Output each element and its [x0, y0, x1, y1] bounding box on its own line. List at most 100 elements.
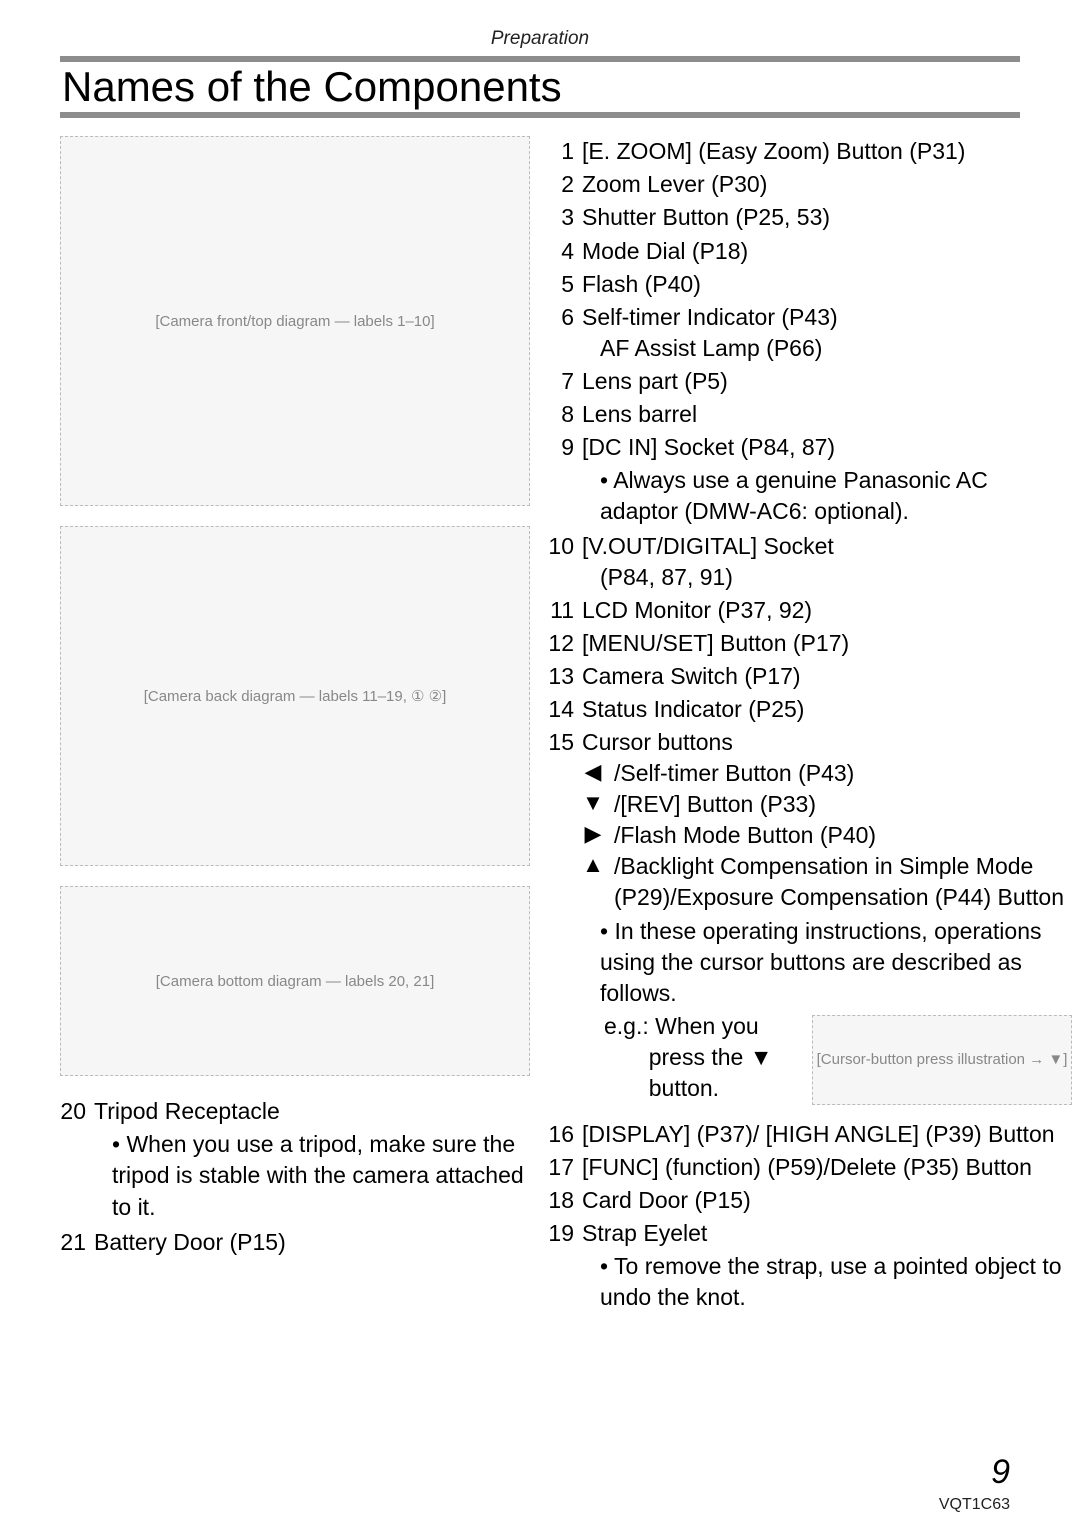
page-number: 9 [991, 1453, 1010, 1492]
ref-item-2: 2 Zoom Lever (P30) [548, 169, 1072, 200]
ref-item-13: 13 Camera Switch (P17) [548, 661, 1072, 692]
ref-num: 1 [548, 136, 582, 167]
ref-body: [V.OUT/DIGITAL] Socket (P84, 87, 91) [582, 531, 1072, 593]
cursor-line-up: ▲ /Backlight Compensation in Simple Mode… [582, 851, 1072, 913]
figure-bottom: [Camera bottom diagram — labels 20, 21] [60, 886, 530, 1076]
cursor-example-illustration: [Cursor-button press illustration → ▼] [812, 1015, 1072, 1105]
ref-text: [MENU/SET] Button (P17) [582, 628, 1072, 659]
ref-sub-bullets: To remove the strap, use a pointed objec… [582, 1251, 1072, 1313]
ref-item-8: 8 Lens barrel [548, 399, 1072, 430]
ref-num: 17 [548, 1152, 582, 1183]
ref-item-9: 9 [DC IN] Socket (P84, 87) Always use a … [548, 432, 1072, 529]
ref-text: Mode Dial (P18) [582, 236, 1072, 267]
ref-item-6: 6 Self-timer Indicator (P43) AF Assist L… [548, 302, 1072, 364]
ref-num: 19 [548, 1218, 582, 1315]
ref-text: Lens part (P5) [582, 366, 1072, 397]
ref-item-14: 14 Status Indicator (P25) [548, 694, 1072, 725]
ref-body: Battery Door (P15) [94, 1227, 530, 1258]
ref-text: [DISPLAY] (P37)/ [HIGH ANGLE] (P39) Butt… [582, 1119, 1072, 1150]
ref-num: 13 [548, 661, 582, 692]
ref-num: 3 [548, 202, 582, 233]
ref-text: Lens barrel [582, 399, 1072, 430]
cursor-example-row: e.g.: When you press the ▼ button. [Curs… [582, 1011, 1072, 1109]
ref-item-15: 15 Cursor buttons ◀ /Self-timer Button (… [548, 727, 1072, 1108]
ref-body: Tripod Receptacle When you use a tripod,… [94, 1096, 530, 1224]
ref-bullet: To remove the strap, use a pointed objec… [600, 1251, 1072, 1313]
ref-text: [DC IN] Socket (P84, 87) [582, 434, 835, 460]
triangle-down-icon: ▼ [582, 789, 604, 818]
cursor-text: /[REV] Button (P33) [614, 789, 816, 820]
ref-num: 5 [548, 269, 582, 300]
ref-text: Cursor buttons [582, 729, 733, 755]
ref-bullet: In these operating instructions, operati… [600, 916, 1072, 1009]
ref-text: Shutter Button (P25, 53) [582, 202, 1072, 233]
ref-text: Card Door (P15) [582, 1185, 1072, 1216]
bottom-left-reference-list: 20 Tripod Receptacle When you use a trip… [60, 1096, 530, 1257]
ref-item-3: 3 Shutter Button (P25, 53) [548, 202, 1072, 233]
cursor-line-right: ▶ /Flash Mode Button (P40) [582, 820, 1072, 851]
triangle-right-icon: ▶ [582, 820, 604, 849]
ref-item-4: 4 Mode Dial (P18) [548, 236, 1072, 267]
ref-item-11: 11 LCD Monitor (P37, 92) [548, 595, 1072, 626]
ref-extra-line: (P84, 87, 91) [582, 562, 1072, 593]
ref-text: Zoom Lever (P30) [582, 169, 1072, 200]
figure-back-placeholder: [Camera back diagram — labels 11–19, ① ②… [60, 526, 530, 866]
section-header: Preparation [60, 28, 1020, 50]
ref-item-1: 1 [E. ZOOM] (Easy Zoom) Button (P31) [548, 136, 1072, 167]
ref-text: Camera Switch (P17) [582, 661, 1072, 692]
ref-sub-bullets: Always use a genuine Panasonic AC adapto… [582, 465, 1072, 527]
title-bar: Names of the Components [60, 56, 1020, 118]
ref-bullet: When you use a tripod, make sure the tri… [112, 1129, 530, 1222]
cursor-example-text: e.g.: When you press the ▼ button. [604, 1011, 804, 1104]
ref-item-5: 5 Flash (P40) [548, 269, 1072, 300]
ref-item-21: 21 Battery Door (P15) [60, 1227, 530, 1258]
ref-text: Tripod Receptacle [94, 1098, 280, 1124]
eg-line1: When you [655, 1013, 759, 1039]
eg-line3: button. [649, 1075, 719, 1101]
ref-num: 4 [548, 236, 582, 267]
ref-num: 9 [548, 432, 582, 529]
ref-text: Status Indicator (P25) [582, 694, 1072, 725]
ref-body: [DC IN] Socket (P84, 87) Always use a ge… [582, 432, 1072, 529]
ref-text: Flash (P40) [582, 269, 1072, 300]
ref-num: 15 [548, 727, 582, 1108]
ref-num: 7 [548, 366, 582, 397]
ref-sub-bullets: In these operating instructions, operati… [582, 916, 1072, 1009]
manual-page: Preparation Names of the Components [Cam… [0, 0, 1080, 1534]
ref-body: Strap Eyelet To remove the strap, use a … [582, 1218, 1072, 1315]
triangle-up-icon: ▲ [582, 851, 604, 880]
content-columns: [Camera front/top diagram — labels 1–10]… [60, 136, 1020, 1317]
ref-item-20: 20 Tripod Receptacle When you use a trip… [60, 1096, 530, 1224]
ref-num: 10 [548, 531, 582, 593]
ref-bullet: Always use a genuine Panasonic AC adapto… [600, 465, 1072, 527]
ref-item-10: 10 [V.OUT/DIGITAL] Socket (P84, 87, 91) [548, 531, 1072, 593]
ref-num: 21 [60, 1227, 94, 1258]
left-column: [Camera front/top diagram — labels 1–10]… [60, 136, 530, 1317]
right-column: 1 [E. ZOOM] (Easy Zoom) Button (P31) 2 Z… [548, 136, 1072, 1317]
ref-num: 18 [548, 1185, 582, 1216]
ref-num: 12 [548, 628, 582, 659]
triangle-left-icon: ◀ [582, 758, 604, 787]
ref-item-7: 7 Lens part (P5) [548, 366, 1072, 397]
ref-num: 16 [548, 1119, 582, 1150]
ref-item-18: 18 Card Door (P15) [548, 1185, 1072, 1216]
ref-num: 2 [548, 169, 582, 200]
eg-line2: press the ▼ [649, 1044, 773, 1070]
ref-text: Self-timer Indicator (P43) [582, 304, 838, 330]
ref-sub-bullets: When you use a tripod, make sure the tri… [94, 1129, 530, 1222]
cursor-line-down: ▼ /[REV] Button (P33) [582, 789, 1072, 820]
ref-text: LCD Monitor (P37, 92) [582, 595, 1072, 626]
ref-extra-line: AF Assist Lamp (P66) [582, 333, 1072, 364]
ref-item-17: 17 [FUNC] (function) (P59)/Delete (P35) … [548, 1152, 1072, 1183]
ref-num: 14 [548, 694, 582, 725]
ref-num: 6 [548, 302, 582, 364]
ref-item-16: 16 [DISPLAY] (P37)/ [HIGH ANGLE] (P39) B… [548, 1119, 1072, 1150]
cursor-line-left: ◀ /Self-timer Button (P43) [582, 758, 1072, 789]
ref-body: Cursor buttons ◀ /Self-timer Button (P43… [582, 727, 1072, 1108]
ref-body: Self-timer Indicator (P43) AF Assist Lam… [582, 302, 1072, 364]
ref-body: [E. ZOOM] (Easy Zoom) Button (P31) [582, 136, 1072, 167]
ref-text: [FUNC] (function) (P59)/Delete (P35) But… [582, 1152, 1072, 1183]
figure-front-top: [Camera front/top diagram — labels 1–10] [60, 136, 530, 506]
ref-item-19: 19 Strap Eyelet To remove the strap, use… [548, 1218, 1072, 1315]
figure-back: [Camera back diagram — labels 11–19, ① ②… [60, 526, 530, 866]
